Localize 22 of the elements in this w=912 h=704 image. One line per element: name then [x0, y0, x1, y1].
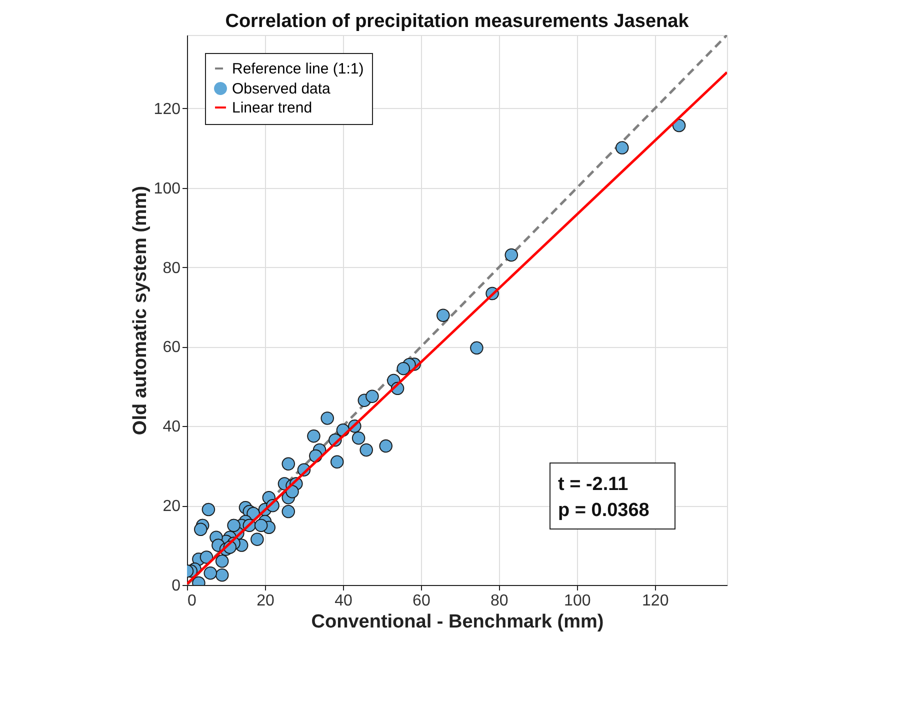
x-tick-label: 40	[334, 592, 352, 610]
y-tick-label: 120	[154, 100, 181, 118]
y-tick-label: 80	[162, 260, 181, 277]
y-tick-label: 40	[162, 418, 181, 436]
y-tick-label: 60	[162, 339, 181, 356]
x-tick-label: 20	[256, 592, 274, 610]
legend-label: Reference line (1:1)	[232, 60, 364, 78]
annotation: p = 0.0368	[558, 500, 650, 521]
y-tick-label: 100	[154, 180, 181, 198]
x-tick-label: 60	[412, 592, 430, 610]
x-axis-title: Conventional - Benchmark (mm)	[311, 612, 604, 632]
x-tick-label: 80	[490, 592, 508, 610]
y-tick-label: 0	[172, 578, 181, 594]
x-tick-label: 0	[188, 592, 196, 610]
x-tick-label: 120	[642, 592, 669, 610]
y-axis-title: Old automatic system (mm)	[130, 186, 151, 436]
legend-label: Observed data	[232, 80, 332, 98]
chart-title: Correlation of precipitation measurements Jasenak	[225, 11, 690, 32]
annotation: t = -2.11	[558, 474, 629, 495]
x-tick-label: 100	[564, 592, 591, 610]
y-tick-label: 20	[162, 498, 181, 516]
legend-label: Linear trend	[232, 100, 312, 116]
